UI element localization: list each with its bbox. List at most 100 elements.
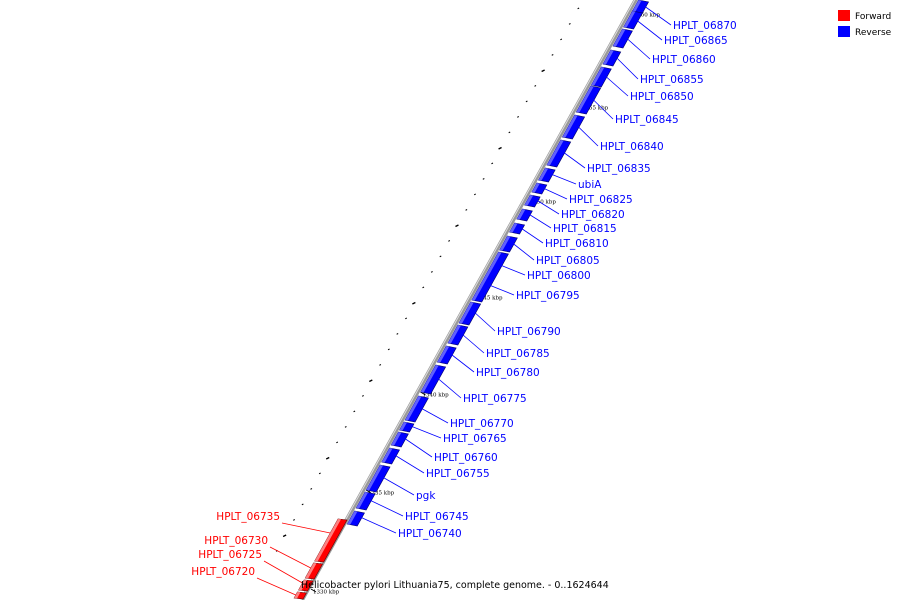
scale-label: 1335 kbp: [368, 491, 395, 497]
reverse-gene-label[interactable]: HPLT_06765: [443, 433, 507, 445]
reverse-gene-highlight: [458, 302, 474, 324]
reverse-gene-label[interactable]: HPLT_06790: [497, 326, 561, 338]
reverse-gene-highlight: [524, 195, 534, 206]
tick-mark: [336, 441, 339, 444]
reverse-label-leader: [369, 499, 404, 517]
tick-mark: [318, 472, 321, 475]
forward-gene-label[interactable]: HPLT_06720: [191, 566, 255, 578]
reverse-gene-label[interactable]: HPLT_06820: [561, 209, 625, 221]
backbone-highlight: [300, 0, 636, 600]
reverse-gene-label[interactable]: HPLT_06815: [553, 223, 617, 235]
reverse-label-leader: [615, 56, 639, 80]
scale-tick: [310, 588, 317, 593]
reverse-label-leader: [437, 377, 462, 399]
reverse-gene-block[interactable]: [524, 194, 541, 208]
forward-gene-highlight: [305, 563, 317, 579]
tick-mark: [282, 534, 287, 538]
reverse-gene-highlight: [531, 183, 540, 193]
reverse-label-leader: [592, 98, 614, 120]
reverse-gene-block[interactable]: [346, 510, 365, 527]
tick-mark: [560, 38, 563, 41]
reverse-gene-label[interactable]: HPLT_06835: [587, 163, 651, 175]
tick-mark: [551, 54, 554, 56]
reverse-label-leader: [536, 199, 560, 215]
reverse-gene-label[interactable]: HPLT_06850: [630, 91, 694, 103]
gene-labels[interactable]: HPLT_06870 HPLT_06865 HPLT_06860 HPLT_06855…: [191, 20, 736, 578]
reverse-gene-block[interactable]: [575, 85, 602, 115]
reverse-gene-label[interactable]: HPLT_06810: [545, 238, 609, 250]
reverse-gene-highlight: [562, 115, 578, 138]
forward-gene-label[interactable]: HPLT_06735: [216, 511, 280, 523]
tick-mark: [465, 209, 468, 211]
reverse-label-leader: [500, 264, 526, 276]
reverse-gene-highlight: [366, 465, 384, 491]
reverse-gene-label[interactable]: HPLT_06795: [516, 290, 580, 302]
reverse-gene-highlight: [602, 50, 614, 65]
legend: Forward Reverse: [838, 10, 892, 38]
tick-mark: [517, 116, 520, 118]
reverse-gene-label[interactable]: HPLT_06840: [600, 141, 664, 153]
reverse-gene-label[interactable]: HPLT_06825: [569, 194, 633, 206]
reverse-gene-block[interactable]: [546, 139, 572, 168]
tick-mark: [508, 131, 511, 134]
reverse-gene-block[interactable]: [458, 301, 482, 326]
reverse-label-leader: [394, 454, 425, 474]
reverse-gene-label[interactable]: HPLT_06855: [640, 74, 704, 86]
label-leaders: [256, 5, 672, 596]
reverse-gene-label[interactable]: HPLT_06845: [615, 114, 679, 126]
legend-forward-label: Forward: [855, 12, 891, 22]
reverse-gene-label[interactable]: HPLT_06870: [673, 20, 737, 32]
tick-mark: [353, 410, 356, 413]
reverse-gene-label[interactable]: HPLT_06745: [405, 511, 469, 523]
reverse-gene-highlight: [356, 492, 369, 509]
reverse-gene-highlight: [391, 432, 402, 446]
reverse-gene-block[interactable]: [381, 447, 400, 465]
reverse-gene-block[interactable]: [516, 208, 533, 222]
reverse-gene-block[interactable]: [561, 114, 586, 140]
forward-gene-label[interactable]: HPLT_06730: [204, 535, 268, 547]
reverse-gene-label[interactable]: pgk: [416, 490, 436, 502]
scale-label: 1350 kbp: [530, 200, 557, 206]
reverse-gene-highlight: [591, 67, 605, 86]
reverse-gene-label[interactable]: HPLT_06785: [486, 348, 550, 360]
tick-mark: [455, 224, 459, 228]
reverse-label-leader: [643, 5, 672, 26]
reverse-gene-label[interactable]: HPLT_06865: [664, 35, 728, 47]
tick-mark: [301, 503, 304, 506]
tick-mark: [498, 146, 502, 150]
reverse-gene-label[interactable]: HPLT_06760: [434, 452, 498, 464]
tick-mark: [473, 193, 476, 196]
legend-reverse-label: Reverse: [855, 28, 892, 38]
forward-gene-highlight: [314, 519, 342, 562]
reverse-gene-block[interactable]: [447, 324, 469, 346]
tick-mark: [379, 364, 382, 366]
reverse-gene-highlight: [405, 396, 422, 421]
tick-mark: [387, 348, 390, 351]
reverse-label-leader: [512, 242, 535, 261]
reverse-label-leader: [359, 516, 397, 534]
reverse-gene-label[interactable]: HPLT_06800: [527, 270, 591, 282]
reverse-gene-highlight: [509, 223, 518, 233]
reverse-gene-label[interactable]: ubiA: [578, 179, 602, 191]
reverse-gene-label[interactable]: HPLT_06740: [398, 528, 462, 540]
reverse-label-leader: [528, 213, 552, 229]
scale-label: 1345 kbp: [476, 296, 503, 302]
reverse-gene-label[interactable]: HPLT_06755: [426, 468, 490, 480]
gene-blocks[interactable]: [293, 0, 650, 600]
reverse-gene-label[interactable]: HPLT_06860: [652, 54, 716, 66]
reverse-label-leader: [542, 187, 568, 200]
reverse-gene-label[interactable]: HPLT_06770: [450, 418, 514, 430]
reverse-gene-highlight: [447, 325, 461, 344]
reverse-gene-highlight: [631, 0, 642, 14]
forward-gene-label[interactable]: HPLT_06725: [198, 549, 262, 561]
reverse-gene-block[interactable]: [420, 364, 447, 395]
reverse-label-leader: [562, 151, 586, 169]
reverse-gene-label[interactable]: HPLT_06775: [463, 393, 527, 405]
reverse-gene-block[interactable]: [365, 464, 391, 493]
reverse-gene-label[interactable]: HPLT_06780: [476, 367, 540, 379]
forward-label-leader: [256, 577, 296, 596]
reverse-gene-label[interactable]: HPLT_06805: [536, 255, 600, 267]
reverse-label-leader: [382, 476, 415, 496]
reverse-gene-highlight: [538, 168, 549, 181]
reverse-label-leader: [636, 19, 663, 41]
